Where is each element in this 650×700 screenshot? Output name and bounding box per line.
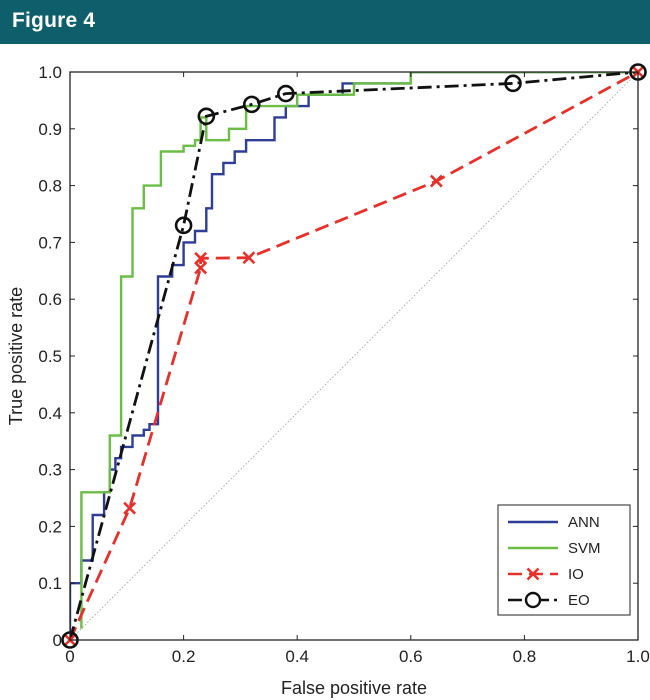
legend-label-io: IO [568, 566, 584, 583]
series-line-svm [80, 72, 638, 629]
data-point-io [123, 501, 137, 515]
y-tick-label: 0.8 [38, 177, 62, 196]
y-tick-label: 0.2 [38, 517, 62, 536]
tick-layer: 0 0.2 0.4 0.6 0.8 1.0 0 0.1 0.2 0.3 0.4 0.5 0.6 0.7 0.… [38, 63, 649, 666]
legend-label-svm: SVM [568, 540, 601, 557]
data-point-io [429, 174, 443, 188]
data-point-eo [504, 74, 522, 93]
figure-title: Figure 4 [12, 9, 96, 32]
y-tick-label: 0.5 [38, 347, 62, 366]
data-point-eo [242, 95, 261, 114]
legend-box [497, 504, 631, 616]
y-tick-label: 0 [53, 631, 62, 650]
x-tick-label: 0.2 [172, 647, 196, 666]
figure-header: Figure 4 [0, 0, 650, 44]
y-tick-label: 0.9 [38, 120, 62, 139]
chance-diagonal [69, 71, 639, 641]
x-tick-label: 0.6 [399, 647, 423, 666]
legend-label-eo: EO [568, 592, 590, 609]
legend-marker-eo [524, 591, 542, 609]
x-tick-label: 1.0 [626, 647, 650, 666]
chance-diagonal-layer [69, 71, 639, 641]
legend: ANN SVM IO EO [497, 504, 631, 616]
data-point-io [242, 251, 256, 265]
y-tick-label: 0.6 [38, 290, 62, 309]
x-tick-label: 0 [65, 647, 74, 666]
x-axis-label: False positive rate [281, 678, 427, 698]
data-point-io [194, 261, 208, 275]
y-axis-label: True positive rate [6, 287, 26, 425]
y-tick-label: 0.4 [38, 404, 62, 423]
y-tick-label: 0.3 [38, 461, 62, 480]
data-point-eo [277, 84, 295, 103]
x-tick-label: 0.4 [285, 647, 309, 666]
x-tick-label: 0.8 [513, 647, 537, 666]
legend-marker-io [526, 567, 540, 581]
y-tick-label: 0.1 [38, 574, 62, 593]
y-tick-label: 1.0 [38, 63, 62, 82]
data-point-io [194, 251, 208, 265]
series-line-eo [70, 72, 638, 640]
data-point-eo [197, 107, 216, 126]
y-tick-label: 0.7 [38, 233, 62, 252]
data-point-eo [174, 216, 193, 235]
legend-label-ann: ANN [568, 514, 600, 531]
